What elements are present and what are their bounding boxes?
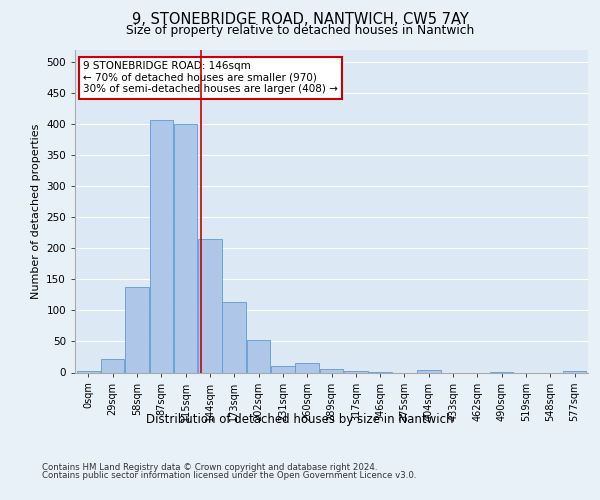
Bar [174, 124, 197, 372]
Bar [198, 238, 222, 372]
Bar [247, 340, 271, 372]
Y-axis label: Number of detached properties: Number of detached properties [31, 124, 41, 299]
Text: Size of property relative to detached houses in Nantwich: Size of property relative to detached ho… [126, 24, 474, 37]
Text: Distribution of detached houses by size in Nantwich: Distribution of detached houses by size … [146, 412, 454, 426]
Bar [101, 360, 124, 372]
Text: Contains HM Land Registry data © Crown copyright and database right 2024.: Contains HM Land Registry data © Crown c… [42, 462, 377, 471]
Bar [417, 370, 440, 372]
Bar [223, 302, 246, 372]
Bar [320, 369, 343, 372]
Bar [77, 370, 100, 372]
Text: 9 STONEBRIDGE ROAD: 146sqm
← 70% of detached houses are smaller (970)
30% of sem: 9 STONEBRIDGE ROAD: 146sqm ← 70% of deta… [83, 62, 338, 94]
Bar [295, 363, 319, 372]
Text: 9, STONEBRIDGE ROAD, NANTWICH, CW5 7AY: 9, STONEBRIDGE ROAD, NANTWICH, CW5 7AY [131, 12, 469, 28]
Bar [125, 287, 149, 372]
Bar [271, 366, 295, 372]
Bar [149, 120, 173, 372]
Text: Contains public sector information licensed under the Open Government Licence v3: Contains public sector information licen… [42, 472, 416, 480]
